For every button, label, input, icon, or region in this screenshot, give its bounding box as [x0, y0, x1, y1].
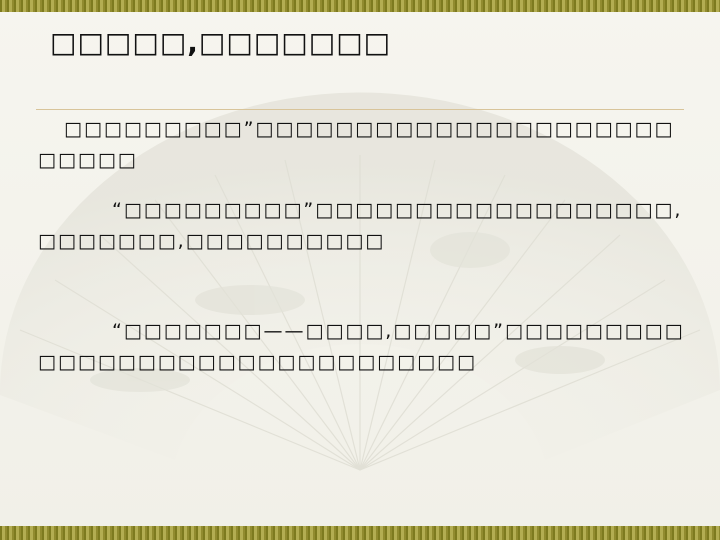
- slide-title: □□□□□,□□□□□□□: [50, 26, 392, 59]
- top-border-bar: [0, 0, 720, 12]
- paragraph-1: □□□□□□□□□”□□□□□□□□□□□□□□□□□□□□□□□□□□: [38, 114, 688, 176]
- paragraph-2: “□□□□□□□□□”□□□□□□□□□□□□□□□□□□,□□□□□□□,□□…: [38, 195, 688, 257]
- paragraph-2-text: “□□□□□□□□□”□□□□□□□□□□□□□□□□□□,□□□□□□□,□□…: [38, 199, 683, 252]
- paragraph-1-text: □□□□□□□□□”□□□□□□□□□□□□□□□□□□□□□□□□□□: [38, 118, 675, 171]
- bottom-border-bar: [0, 526, 720, 540]
- title-divider: [36, 109, 684, 110]
- paragraph-3: “□□□□□□□——□□□□,□□□□□”□□□□□□□□□□□□□□□□□□□…: [38, 316, 688, 378]
- paragraph-3-text: “□□□□□□□——□□□□,□□□□□”□□□□□□□□□□□□□□□□□□□…: [38, 320, 685, 373]
